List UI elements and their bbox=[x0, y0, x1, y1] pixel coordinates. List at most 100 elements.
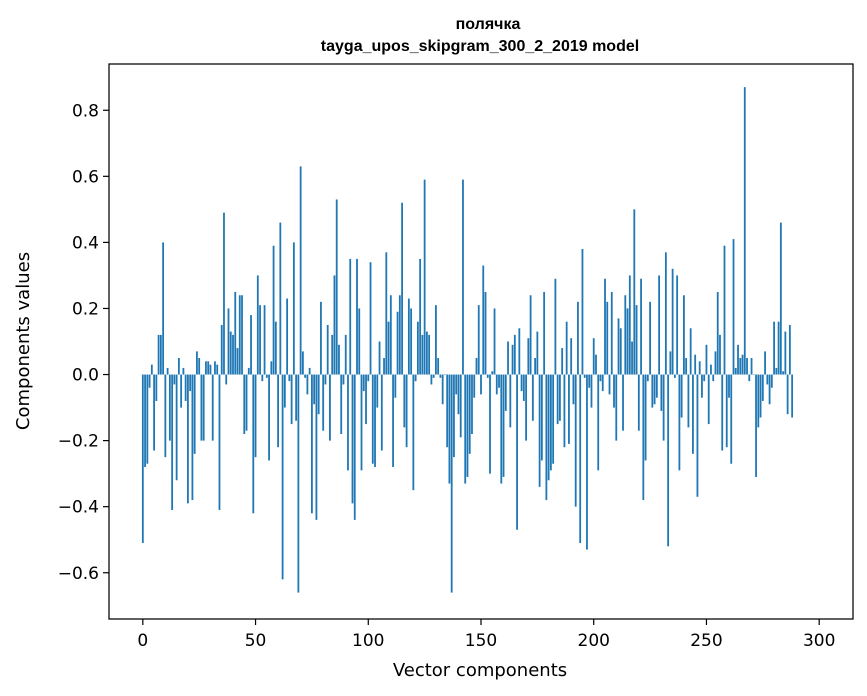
bar bbox=[642, 374, 645, 501]
bar bbox=[141, 374, 144, 544]
bar bbox=[371, 374, 374, 464]
bar bbox=[435, 305, 437, 375]
bar bbox=[516, 374, 518, 530]
bar bbox=[380, 374, 383, 451]
bar bbox=[509, 374, 512, 428]
bar bbox=[719, 334, 721, 375]
bar bbox=[547, 374, 550, 481]
bar bbox=[173, 374, 176, 385]
y-tick-label: 0.8 bbox=[72, 101, 99, 121]
bar bbox=[486, 374, 489, 378]
bar bbox=[500, 374, 503, 484]
y-tick-label: 0.0 bbox=[72, 366, 99, 386]
bar bbox=[166, 367, 169, 375]
bar bbox=[329, 374, 331, 441]
bar bbox=[563, 374, 566, 448]
bar bbox=[628, 275, 631, 375]
bar bbox=[522, 374, 525, 401]
bar bbox=[403, 374, 406, 428]
bar bbox=[617, 318, 620, 375]
bar bbox=[779, 222, 782, 375]
bar bbox=[416, 321, 419, 375]
bar bbox=[680, 374, 683, 418]
bar bbox=[475, 358, 478, 375]
bar bbox=[220, 324, 223, 375]
bar bbox=[687, 374, 690, 428]
bar bbox=[202, 374, 205, 441]
x-tick-label: 50 bbox=[245, 631, 267, 651]
bar bbox=[536, 331, 539, 375]
bar bbox=[148, 374, 151, 388]
bar bbox=[450, 374, 453, 593]
bar bbox=[577, 301, 579, 375]
bar bbox=[581, 249, 584, 375]
bar bbox=[791, 374, 794, 418]
bar bbox=[635, 305, 638, 375]
bar bbox=[301, 351, 304, 375]
bar bbox=[263, 305, 266, 375]
bar bbox=[155, 374, 158, 401]
bar bbox=[398, 295, 401, 375]
bar bbox=[236, 348, 239, 375]
chart-subtitle: tayga_upos_skipgram_300_2_2019 model bbox=[321, 38, 639, 55]
bar bbox=[613, 374, 615, 408]
bar bbox=[728, 374, 730, 398]
bar bbox=[205, 361, 207, 375]
bar bbox=[448, 374, 451, 484]
bar bbox=[410, 308, 413, 375]
bar bbox=[619, 328, 622, 375]
bar bbox=[356, 258, 358, 375]
bar bbox=[588, 374, 591, 388]
bar bbox=[175, 374, 178, 481]
bar bbox=[748, 374, 751, 382]
bar bbox=[428, 334, 431, 375]
bar bbox=[423, 179, 426, 375]
bar bbox=[608, 374, 611, 395]
bar bbox=[513, 334, 516, 375]
bar bbox=[502, 374, 505, 477]
bar bbox=[419, 258, 422, 375]
bar bbox=[646, 374, 649, 382]
bar bbox=[227, 308, 230, 375]
bar bbox=[471, 374, 473, 434]
bar bbox=[459, 374, 462, 438]
bar bbox=[725, 374, 728, 448]
bar bbox=[586, 374, 588, 550]
bar bbox=[525, 374, 527, 441]
bar bbox=[200, 374, 203, 441]
bar bbox=[182, 367, 185, 375]
bar bbox=[540, 374, 543, 461]
bar bbox=[480, 374, 482, 395]
bar bbox=[703, 374, 706, 382]
bar bbox=[211, 374, 214, 441]
bar bbox=[247, 367, 250, 375]
bar bbox=[511, 344, 514, 375]
y-axis-label: Components values bbox=[13, 252, 34, 430]
bar bbox=[376, 374, 379, 408]
bar bbox=[664, 252, 667, 375]
bar bbox=[520, 374, 523, 392]
bar bbox=[421, 334, 424, 375]
bar bbox=[484, 291, 487, 375]
bar bbox=[622, 374, 624, 431]
bar bbox=[766, 374, 769, 385]
bar bbox=[714, 351, 717, 375]
bar bbox=[250, 315, 252, 375]
bar bbox=[171, 374, 174, 510]
bar bbox=[193, 374, 196, 454]
bar bbox=[746, 358, 748, 375]
bar bbox=[245, 374, 248, 431]
bar bbox=[750, 358, 753, 375]
bar bbox=[592, 338, 595, 375]
bar bbox=[317, 374, 320, 415]
bar bbox=[180, 374, 183, 408]
bar bbox=[743, 87, 746, 375]
bar bbox=[579, 374, 582, 544]
bar bbox=[333, 275, 336, 375]
x-tick-label: 300 bbox=[803, 631, 835, 651]
bar bbox=[216, 364, 219, 375]
bar bbox=[437, 358, 440, 375]
bar bbox=[507, 341, 509, 375]
bar bbox=[358, 308, 361, 375]
